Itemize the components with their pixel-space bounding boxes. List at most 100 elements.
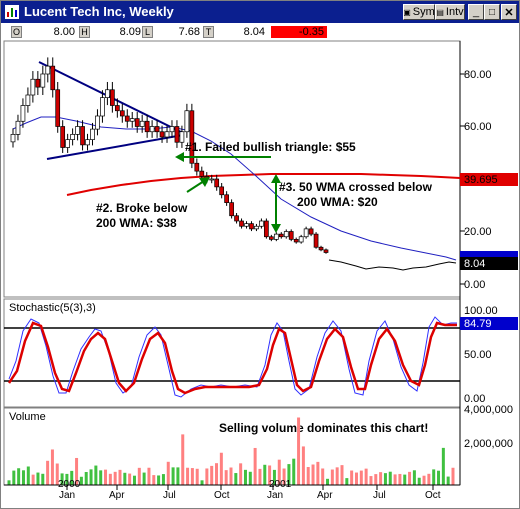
annotation-2-text-1: #2. Broke below	[96, 201, 188, 215]
volume-bar	[26, 466, 30, 485]
annotation-3-text-2: 200 WMA: $20	[297, 195, 378, 209]
wma200-line	[66, 173, 461, 196]
volume-bar	[12, 470, 16, 485]
candle	[45, 65, 51, 75]
candle	[75, 126, 80, 135]
wma50-badge	[460, 251, 518, 259]
interval-button-icon: ▤	[436, 7, 444, 17]
candle	[278, 233, 284, 238]
volume-bar	[210, 465, 214, 485]
volume-bar	[70, 470, 74, 485]
volume-bar	[253, 447, 257, 485]
volume-bar	[258, 468, 262, 485]
candle	[35, 78, 41, 88]
wma200-badge-text: 39.695	[464, 174, 498, 186]
volume-bar	[166, 461, 170, 485]
candle	[169, 126, 175, 133]
candle	[318, 246, 324, 251]
volume-bar	[417, 477, 421, 485]
volume-bar	[215, 463, 219, 485]
stoch-tick: 50.00	[464, 349, 492, 361]
candle	[144, 120, 150, 133]
volume-bar	[224, 470, 228, 485]
volume-bar	[432, 469, 436, 485]
candle	[249, 223, 254, 230]
volume-bar	[55, 463, 59, 485]
volume-bar	[118, 469, 122, 485]
x-tick: Jan	[267, 490, 283, 501]
annotation-2-text-2: 200 WMA: $38	[96, 216, 177, 230]
open-label: O	[11, 26, 22, 38]
volume-bar	[446, 476, 450, 485]
candle	[25, 94, 31, 106]
candle	[60, 126, 66, 148]
price-candles	[10, 57, 329, 254]
minimize-button[interactable]: _	[468, 4, 484, 20]
volume-bar	[248, 471, 252, 485]
stochastic-title: Stochastic(5(3),3)	[9, 302, 96, 314]
close-button[interactable]: ✕	[501, 4, 517, 20]
volume-bar	[123, 472, 127, 485]
volume-bar	[200, 480, 204, 485]
price-panel[interactable]	[3, 40, 461, 298]
maximize-button[interactable]: □	[484, 4, 500, 20]
candle	[298, 236, 304, 243]
volume-bar	[84, 471, 88, 485]
candle	[189, 110, 195, 164]
title-bar[interactable]: Lucent Tech Inc, Weekly ▣ Sym ▤ Intv _ □ ✕	[1, 1, 519, 23]
candle	[124, 115, 130, 122]
volume-bar	[321, 468, 325, 485]
candle	[139, 120, 145, 127]
candle	[259, 220, 264, 227]
volume-bar	[287, 464, 291, 485]
candle	[134, 118, 140, 127]
candle	[90, 128, 95, 140]
volume-bar	[108, 473, 112, 485]
candle	[308, 228, 314, 235]
high-label: H	[79, 26, 90, 38]
candle	[65, 139, 71, 148]
volume-bar	[441, 447, 445, 485]
volume-axis: 4,000,000 2,000,000	[464, 404, 513, 450]
volume-bar	[50, 449, 54, 485]
annotation-2: #2. Broke below 200 WMA: $38	[96, 177, 210, 230]
candle	[303, 228, 309, 238]
volume-bar	[306, 467, 310, 485]
annotation-1: #1. Failed bullish triangle: $55	[175, 140, 356, 162]
volume-bar	[437, 470, 441, 485]
minimize-icon: _	[472, 6, 480, 18]
candle	[164, 131, 170, 138]
interval-button[interactable]: ▤ Intv	[435, 4, 465, 20]
volume-bar	[142, 472, 146, 485]
volume-bar	[147, 467, 151, 485]
triangle-lower-trendline	[46, 134, 184, 160]
candle	[219, 186, 225, 196]
candle	[199, 170, 205, 177]
volume-bar	[388, 471, 392, 485]
volume-bar	[422, 475, 426, 485]
symbol-button[interactable]: ▣ Sym	[403, 4, 435, 20]
candle	[50, 65, 56, 91]
volume-bar	[326, 478, 330, 485]
volume-bar	[157, 475, 161, 485]
volume-bar	[229, 467, 233, 485]
stochastic-panel[interactable]	[3, 298, 461, 408]
candle	[80, 126, 85, 146]
price-tail-line	[328, 259, 457, 271]
volume-bar	[292, 458, 296, 485]
symbol-button-label: Sym	[412, 6, 435, 18]
volume-bar	[36, 472, 40, 485]
price-tick: 60.00	[464, 121, 492, 133]
last-price-badge-text: 8.04	[464, 258, 485, 270]
candle	[70, 134, 75, 140]
volume-title: Volume	[9, 411, 46, 423]
quote-bar: O 8.00 H 8.09 L 7.68 T 8.04 -0.35	[3, 25, 517, 40]
volume-bar	[17, 468, 21, 485]
volume-bar	[301, 446, 305, 485]
candle	[293, 239, 299, 243]
candle	[323, 249, 329, 253]
volume-bar	[427, 473, 431, 485]
candle	[10, 134, 16, 143]
